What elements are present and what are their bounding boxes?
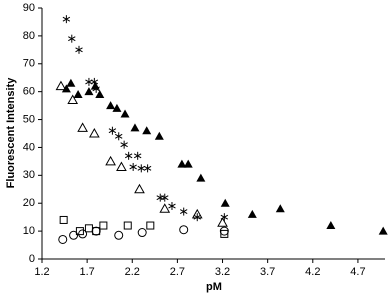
triangle-point	[120, 109, 130, 118]
asterisk-point	[85, 77, 93, 86]
y-tick-label: 70	[23, 58, 35, 70]
asterisk-stroke	[108, 128, 117, 134]
triangle-point	[177, 159, 187, 168]
triangle-point	[67, 94, 79, 105]
triangle-point	[154, 131, 164, 140]
x-tick-label: 1.7	[79, 266, 94, 278]
asterisk-point	[68, 34, 76, 43]
square-point	[99, 221, 108, 230]
triangle-point	[77, 122, 88, 132]
triangle-point	[159, 203, 171, 213]
y-tick-label: 40	[23, 141, 35, 153]
square-point	[123, 221, 132, 230]
asterisk-stroke	[168, 203, 176, 209]
triangle-point	[105, 155, 116, 166]
y-tick-label: 60	[23, 86, 35, 98]
y-tick-label: 0	[29, 253, 35, 265]
x-tick-label: 2.2	[125, 266, 140, 278]
asterisk-stroke	[193, 214, 201, 220]
asterisk-point	[161, 193, 169, 202]
triangle-point	[247, 209, 257, 218]
triangle-point	[130, 123, 140, 132]
triangle-point	[191, 208, 203, 219]
triangle-point	[142, 126, 152, 135]
asterisk-point	[168, 202, 176, 211]
square-point	[75, 227, 84, 236]
asterisk-stroke	[68, 36, 76, 42]
triangle-point	[116, 161, 127, 171]
triangle-point	[183, 159, 193, 168]
asterisk-point	[75, 45, 83, 54]
asterisk-stroke	[129, 164, 137, 170]
x-tick-label: 4.7	[350, 266, 365, 278]
circle-point	[114, 230, 124, 240]
x-tick-label: 3.2	[215, 266, 230, 278]
asterisk-stroke	[114, 133, 123, 139]
circle-point	[78, 229, 88, 239]
x-tick-label: 4.2	[305, 266, 320, 278]
asterisk-stroke	[137, 165, 146, 171]
triangle-point	[196, 173, 206, 182]
y-tick-label: 20	[23, 197, 35, 209]
asterisk-point	[143, 164, 152, 173]
y-tick-label: 10	[23, 225, 35, 237]
y-tick-label: 80	[23, 30, 35, 42]
asterisk-stroke	[161, 195, 169, 201]
asterisk-point	[62, 15, 71, 24]
circle-point	[179, 225, 189, 235]
y-tick-label: 30	[23, 169, 35, 181]
asterisk-point	[133, 151, 142, 160]
triangle-point	[106, 101, 116, 110]
triangle-point	[326, 221, 336, 230]
square-point	[146, 221, 155, 230]
circle-point	[69, 230, 79, 240]
square-point	[84, 224, 93, 233]
circle-point	[219, 226, 229, 236]
square-point	[92, 227, 101, 236]
asterisk-stroke	[90, 79, 99, 85]
asterisk-point	[193, 213, 201, 222]
x-tick-label: 3.7	[260, 266, 275, 278]
asterisk-stroke	[124, 153, 133, 159]
y-tick-label: 50	[23, 113, 35, 125]
triangle-point	[134, 183, 145, 194]
asterisk-point	[156, 193, 164, 202]
x-tick-label: 1.2	[34, 266, 49, 278]
asterisk-point	[114, 132, 123, 141]
triangle-point	[84, 87, 94, 96]
triangle-point	[55, 80, 67, 91]
asterisk-stroke	[143, 165, 152, 171]
circle-point	[137, 228, 147, 238]
triangle-point	[217, 217, 228, 227]
asterisk-stroke	[75, 47, 83, 53]
triangle-point	[66, 78, 76, 87]
asterisk-point	[124, 151, 133, 160]
y-tick-label: 90	[23, 2, 35, 14]
asterisk-stroke	[179, 209, 188, 215]
asterisk-point	[129, 162, 137, 171]
square-point	[59, 215, 68, 224]
triangle-point	[88, 127, 100, 138]
circle-point	[91, 226, 101, 236]
x-axis-label: pM	[206, 281, 222, 293]
triangle-point	[95, 89, 105, 98]
asterisk-point	[137, 164, 146, 173]
triangle-point	[275, 204, 285, 213]
asterisk-stroke	[120, 142, 128, 148]
asterisk-point	[120, 140, 128, 149]
triangle-point	[112, 103, 122, 112]
circle-point	[58, 234, 68, 244]
triangle-point	[90, 81, 100, 90]
asterisk-point	[108, 126, 117, 135]
triangle-point	[220, 198, 230, 207]
asterisk-stroke	[133, 153, 142, 159]
triangle-point	[378, 226, 388, 235]
triangle-point	[61, 84, 71, 93]
y-axis-label: Fluorescent Intensity	[5, 77, 17, 189]
asterisk-stroke	[62, 16, 71, 22]
x-tick-label: 2.7	[170, 266, 185, 278]
triangle-point	[73, 89, 83, 98]
asterisk-point	[179, 207, 188, 216]
